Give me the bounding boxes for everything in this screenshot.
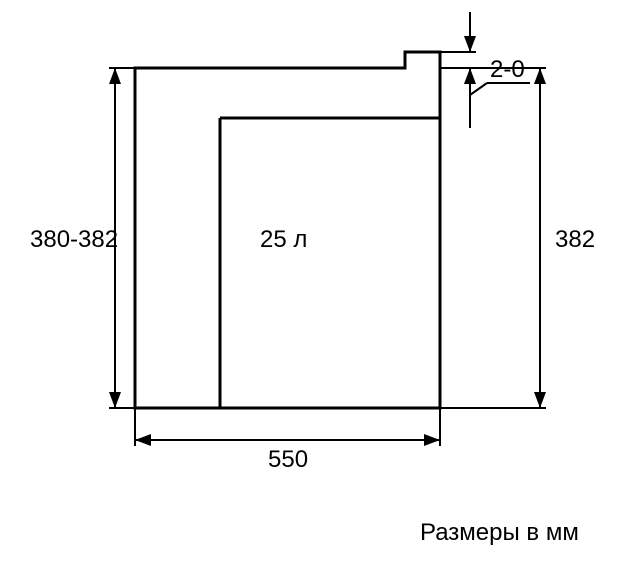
caption-label: Размеры в мм xyxy=(420,519,579,546)
dim-label-right: 382 xyxy=(555,226,595,253)
dim-label-bottom: 550 xyxy=(268,446,308,473)
dimension-diagram: 380-382 382 550 2-0 25 л Размеры в мм xyxy=(0,0,625,568)
dim-label-gap: 2-0 xyxy=(490,56,525,83)
volume-label: 25 л xyxy=(260,226,307,253)
dim-label-left: 380-382 xyxy=(30,226,118,253)
